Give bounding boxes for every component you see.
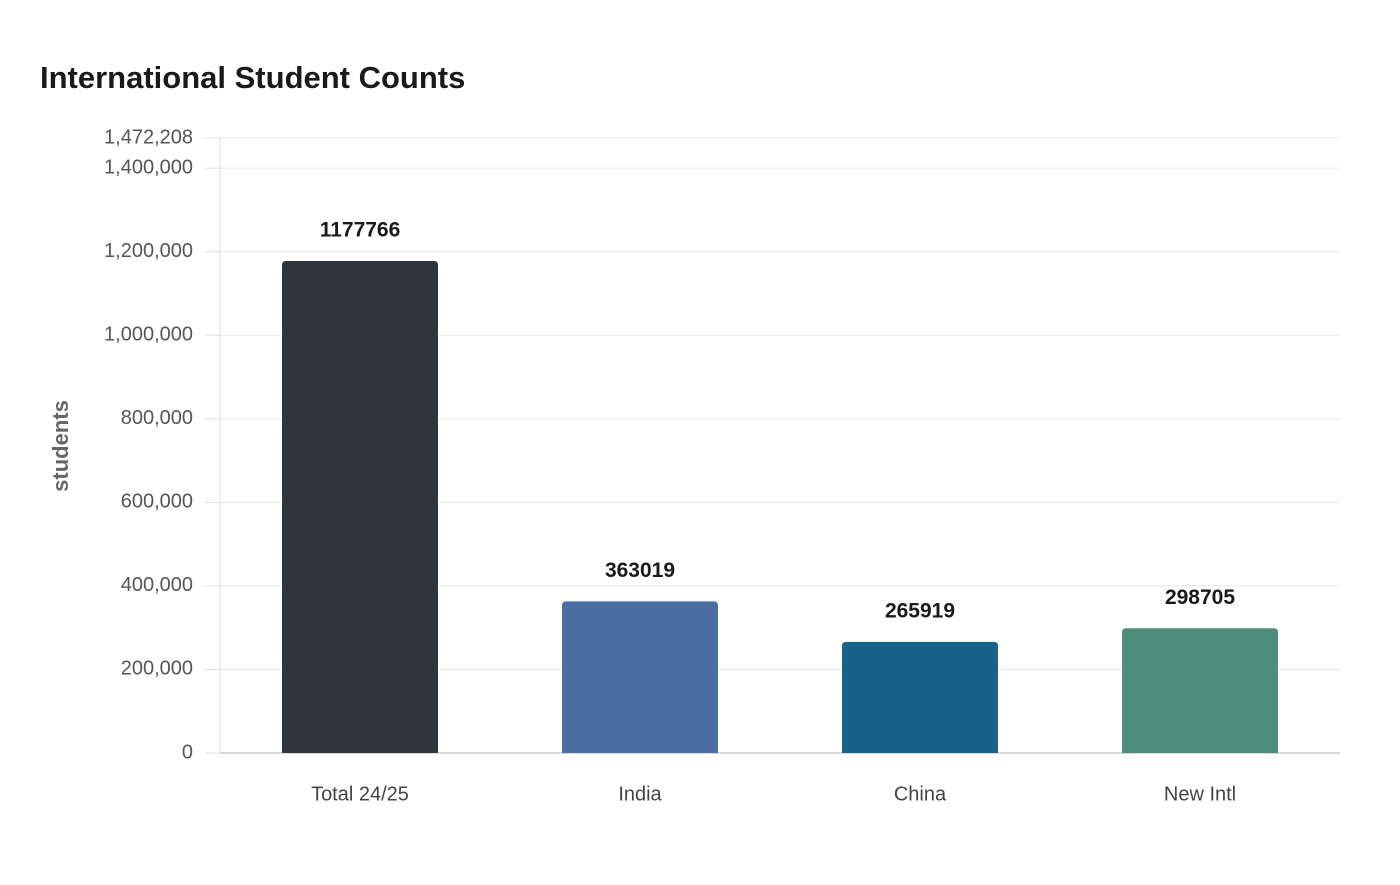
bar [282,261,438,753]
bar [1122,628,1278,753]
y-tick-label: 1,000,000 [104,324,193,346]
y-tick-label: 1,472,208 [104,126,193,148]
bar [842,641,998,753]
value-label: 363019 [605,559,675,582]
y-axis-label: students [48,400,73,492]
y-tick-label: 1,200,000 [104,240,193,262]
chart-title: International Student Counts [40,60,465,95]
x-tick-label: New Intl [1164,783,1236,805]
x-tick-label: China [894,783,947,805]
y-tick-label: 400,000 [121,574,193,596]
value-label: 265919 [885,599,955,622]
bar [562,601,718,753]
value-label: 298705 [1165,586,1235,609]
value-label: 1177766 [320,219,401,242]
y-tick-label: 200,000 [121,658,193,680]
y-tick-label: 800,000 [121,407,193,429]
x-tick-label: Total 24/25 [311,783,409,805]
y-tick-label: 600,000 [121,491,193,513]
y-tick-label: 1,400,000 [104,156,193,178]
y-tick-label: 0 [182,741,193,763]
x-tick-label: India [618,783,662,805]
